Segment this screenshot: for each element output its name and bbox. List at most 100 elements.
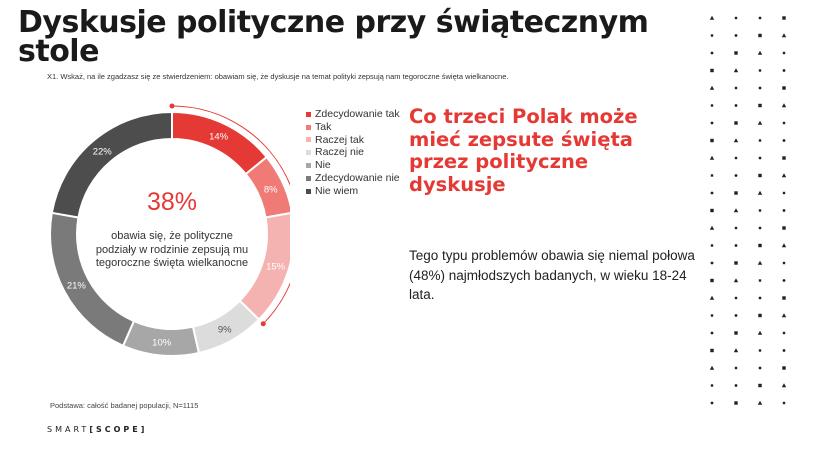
- decorative-dot: [734, 261, 738, 265]
- decorative-dot: [734, 51, 738, 55]
- legend-item-5: Nie: [306, 159, 400, 172]
- decorative-dot: [709, 225, 715, 230]
- decorative-dot: [781, 243, 787, 248]
- decorative-dot: [734, 331, 738, 335]
- decorative-dot: [709, 155, 715, 160]
- legend-item-4: Raczej nie: [306, 146, 400, 159]
- decorative-dot: [782, 16, 786, 20]
- decorative-dot: [734, 121, 738, 125]
- decorative-dot: [709, 365, 715, 370]
- headline: Co trzeci Polak może mieć zepsute święta…: [409, 105, 638, 196]
- highlight-bracket: [171, 105, 290, 325]
- legend-swatch: [306, 188, 311, 194]
- slice-label-3: 15%: [266, 262, 286, 273]
- legend-item-1: Zdecydowanie tak: [306, 108, 400, 121]
- decorative-dot: [781, 173, 787, 178]
- decorative-dot: [782, 279, 786, 282]
- decorative-dot: [758, 69, 762, 72]
- decorative-dot: [710, 68, 714, 73]
- decorative-dot: [757, 120, 763, 125]
- decorative-dot: [710, 34, 714, 37]
- decorative-dot: [710, 208, 714, 213]
- legend-swatch: [306, 163, 311, 169]
- legend-item-2: Tak: [306, 121, 400, 134]
- decorative-dot: [758, 139, 762, 142]
- decorative-dot: [734, 226, 738, 230]
- decorative-dot: [733, 348, 739, 353]
- decorative-dot-pattern: [709, 15, 787, 405]
- center-caption: obawia się, że polityczne podziały w rod…: [95, 230, 249, 269]
- decorative-dot: [710, 401, 714, 405]
- decorative-dot: [782, 86, 786, 90]
- decorative-dot: [782, 191, 786, 195]
- decorative-dot: [710, 348, 714, 353]
- page-title: Dyskusje polityczne przy świątecznym sto…: [18, 5, 649, 69]
- slice-label-7: 22%: [93, 146, 113, 157]
- slice-label-2: 8%: [264, 184, 278, 195]
- legend-swatch: [306, 175, 311, 181]
- decorative-dot: [758, 243, 762, 248]
- logo-right-text: [SCOPE]: [89, 425, 148, 434]
- legend-label: Nie wiem: [315, 184, 359, 197]
- decorative-dot: [782, 51, 786, 55]
- decorative-dot: [757, 400, 763, 405]
- legend-item-7: Nie wiem: [306, 185, 400, 198]
- decorative-dot: [758, 279, 762, 282]
- bracket-end-dot: [260, 321, 266, 327]
- decorative-dot: [757, 260, 763, 265]
- decorative-dot: [758, 226, 762, 230]
- decorative-dot: [733, 208, 739, 213]
- decorative-dot: [757, 190, 763, 195]
- decorative-dot: [758, 349, 762, 352]
- decorative-dot: [782, 366, 786, 370]
- center-percentage: 38%: [147, 188, 197, 216]
- chart-legend: Zdecydowanie tak Tak Raczej tak Raczej nie N…: [306, 108, 400, 198]
- decorative-dot: [710, 174, 714, 177]
- decorative-dot: [734, 191, 738, 195]
- decorative-dot: [734, 34, 738, 37]
- decorative-dot: [734, 104, 738, 107]
- slice-label-4: 9%: [218, 324, 232, 335]
- decorative-dot: [758, 173, 762, 178]
- decorative-dot: [782, 331, 786, 335]
- decorative-dot: [710, 244, 714, 247]
- decorative-dot: [758, 209, 762, 212]
- decorative-dot: [710, 314, 714, 317]
- decorative-dot: [734, 244, 738, 247]
- donut-slice-7: [50, 110, 173, 219]
- decorative-dot: [710, 278, 714, 283]
- decorative-dot: [782, 139, 786, 142]
- footnote: Podstawa: całość badanej populacji, N=11…: [50, 401, 199, 410]
- decorative-dot: [758, 16, 762, 20]
- decorative-dot: [710, 104, 714, 107]
- slice-label-1: 14%: [209, 132, 229, 143]
- decorative-dot: [709, 85, 715, 90]
- decorative-dot: [733, 278, 739, 283]
- body-text: Tego typu problemów obawia się niemal po…: [409, 248, 695, 302]
- decorative-dot: [710, 121, 714, 125]
- decorative-dot: [781, 383, 787, 388]
- decorative-dot: [710, 51, 714, 55]
- legend-label: Raczej tak: [315, 133, 365, 146]
- decorative-dot: [733, 68, 739, 73]
- donut-chart: 14% 8% 15% 9% 10% 21% 22% 38% obawia się, że p…: [49, 103, 290, 357]
- legend-swatch: [306, 137, 311, 143]
- survey-question: X1. Wskaż, na ile zgadzasz się ze stwier…: [47, 72, 509, 81]
- legend-item-3: Raczej tak: [306, 134, 400, 147]
- decorative-dot: [782, 261, 786, 265]
- decorative-dot: [734, 174, 738, 177]
- decorative-dot: [757, 330, 763, 335]
- decorative-dot: [758, 86, 762, 90]
- decorative-dot: [734, 366, 738, 370]
- bracket-start-dot: [169, 103, 175, 109]
- decorative-dot: [710, 261, 714, 265]
- decorative-dot: [781, 103, 787, 108]
- decorative-dot: [734, 156, 738, 160]
- decorative-dot: [782, 349, 786, 352]
- decorative-dot: [710, 331, 714, 335]
- decorative-dot: [710, 138, 714, 143]
- decorative-dot: [782, 226, 786, 230]
- legend-swatch: [306, 111, 311, 117]
- decorative-dot: [733, 138, 739, 143]
- slice-label-6: 21%: [67, 281, 87, 292]
